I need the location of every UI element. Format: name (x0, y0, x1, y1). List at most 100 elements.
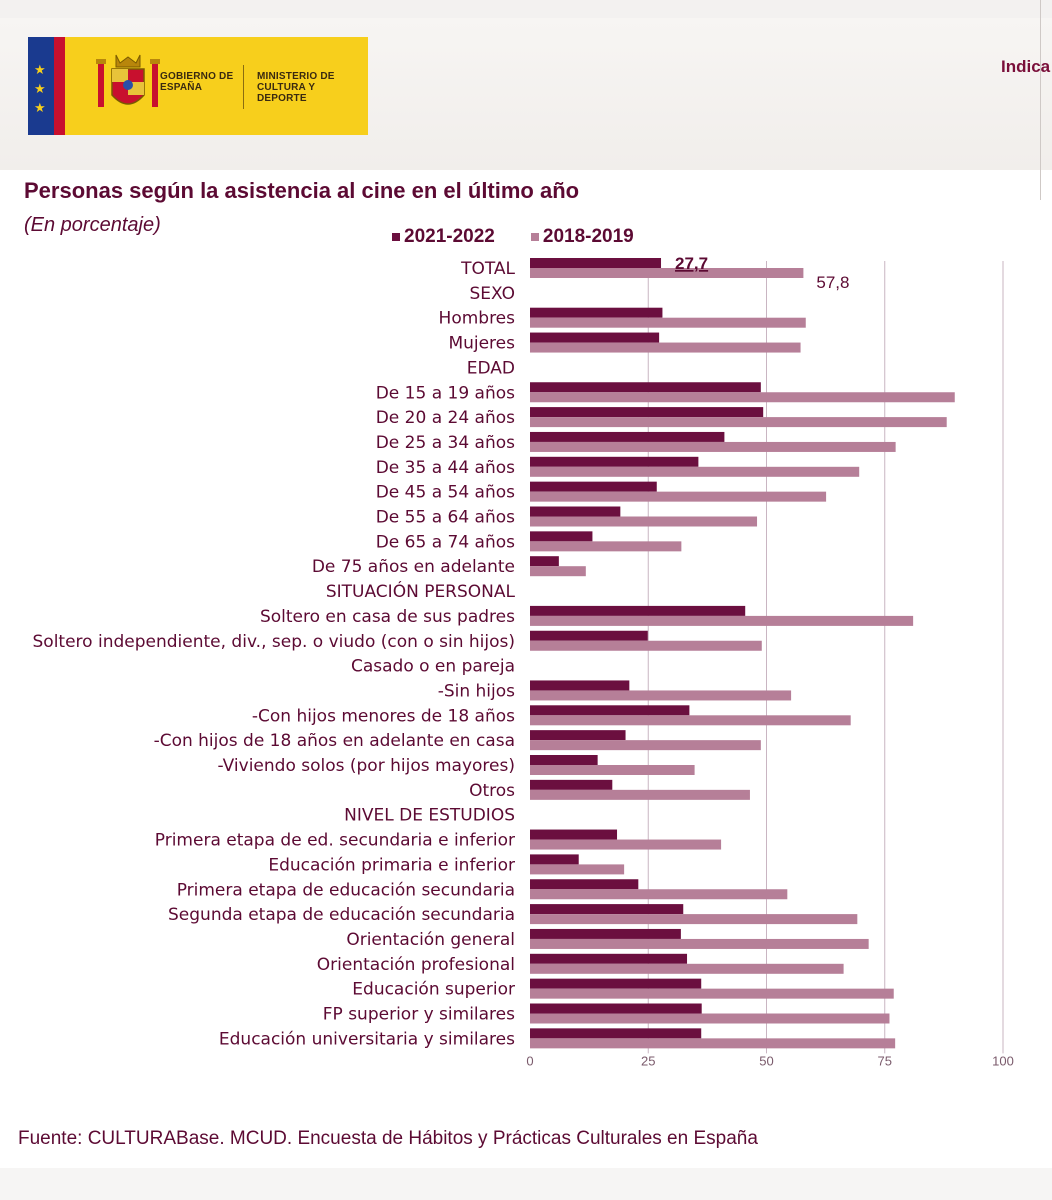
bar-2018-2019 (530, 342, 801, 353)
bar-2021-2022 (530, 1028, 702, 1039)
logo-divider (243, 65, 244, 109)
category-label: Hombres (439, 309, 516, 329)
government-logo[interactable]: ★ ★ ★ GOBIERNO DE ESPAÑA MINISTERIO DE C… (28, 37, 368, 135)
bar-2018-2019 (530, 392, 955, 403)
bar-2021-2022 (530, 779, 613, 790)
legend-item-2018: 2018-2019 (530, 226, 634, 248)
bar-2021-2022 (530, 307, 663, 318)
category-label: Educación primaria e inferior (268, 855, 515, 875)
logo-government-text: GOBIERNO DE ESPAÑA (160, 71, 234, 93)
nav-link-partial[interactable]: Indica (1001, 57, 1051, 76)
x-tick-label: 100 (992, 1053, 1014, 1068)
legend-swatch-2018 (530, 233, 539, 241)
bar-2021-2022 (530, 680, 630, 691)
bar-2018-2019 (530, 765, 695, 775)
category-label: Segunda etapa de educación secundaria (168, 905, 515, 925)
category-label: De 25 a 34 años (376, 433, 515, 453)
star-icon: ★ (34, 81, 46, 96)
x-tick-label: 0 (526, 1053, 533, 1068)
bar-2018-2019 (530, 1038, 896, 1049)
legend-label-2021: 2021-2022 (404, 226, 495, 247)
chart-title: Personas según la asistencia al cine en … (24, 178, 580, 203)
bar-2021-2022 (530, 928, 681, 939)
x-tick-label: 50 (759, 1053, 773, 1068)
bar-2021-2022 (530, 1003, 702, 1014)
bar-2018-2019 (530, 789, 750, 800)
coat-of-arms-icon (96, 54, 160, 107)
bar-2018-2019 (530, 1013, 890, 1024)
bar-2021-2022 (530, 879, 639, 890)
bar-2018-2019 (530, 938, 869, 949)
bar-2018-2019 (530, 690, 792, 701)
category-label: SEXO (470, 284, 515, 304)
category-label: -Con hijos de 18 años en adelante en cas… (154, 731, 515, 751)
x-tick-label: 25 (641, 1053, 655, 1068)
category-label: TOTAL (460, 259, 515, 279)
category-label: Orientación profesional (317, 955, 515, 975)
data-label-total-2021: 27,7 (675, 255, 708, 273)
category-label: De 65 a 74 años (376, 532, 515, 552)
logo-ministry-text: MINISTERIO DE CULTURA Y DEPORTE (257, 71, 335, 104)
category-label: Primera etapa de ed. secundaria e inferi… (155, 831, 515, 851)
bar-2021-2022 (530, 431, 725, 442)
bar-2018-2019 (530, 466, 860, 477)
bar-2021-2022 (530, 556, 559, 567)
top-strip (0, 0, 1052, 19)
bar-2018-2019 (530, 268, 804, 278)
bar-2018-2019 (530, 417, 947, 428)
bar-2021-2022 (530, 829, 618, 840)
category-label: Soltero en casa de sus padres (260, 607, 515, 627)
category-label: De 15 a 19 años (376, 383, 515, 403)
bar-2021-2022 (530, 605, 746, 616)
category-label: Otros (469, 781, 515, 801)
bar-2021-2022 (530, 755, 598, 765)
bar-2018-2019 (530, 640, 762, 651)
category-label: FP superior y similares (323, 1005, 515, 1025)
bar-2018-2019 (530, 491, 827, 502)
eu-flag-strip: ★ ★ ★ (28, 37, 54, 135)
category-label: Mujeres (448, 334, 515, 354)
scrollbar-edge (1040, 0, 1041, 200)
category-label: De 20 a 24 años (376, 408, 515, 428)
star-icon: ★ (34, 100, 46, 115)
data-label-total-2018: 57,8 (816, 273, 849, 292)
bar-2018-2019 (530, 566, 586, 577)
bar-2018-2019 (530, 889, 788, 900)
bar-2021-2022 (530, 730, 626, 741)
bar-2018-2019 (530, 963, 844, 974)
category-label: NIVEL DE ESTUDIOS (344, 806, 515, 826)
legend-item-2021: 2021-2022 (392, 226, 495, 248)
category-label: -Con hijos menores de 18 años (252, 706, 515, 726)
category-label: De 35 a 44 años (376, 458, 515, 478)
category-label: Soltero independiente, div., sep. o viud… (33, 632, 515, 652)
category-label: Primera etapa de educación secundaria (177, 880, 515, 900)
bar-2021-2022 (530, 332, 660, 343)
category-label: Casado o en pareja (351, 657, 515, 677)
bar-chart: 0 25 50 75 100 TOTAL SEXO Hombres Mujeres EDAD De … (33, 255, 1014, 1068)
bar-2021-2022 (530, 854, 579, 865)
bar-2018-2019 (530, 541, 682, 552)
star-icon: ★ (34, 62, 46, 77)
bar-2018-2019 (530, 516, 758, 527)
bar-2018-2019 (530, 914, 858, 925)
category-label: SITUACIÓN PERSONAL (326, 580, 516, 602)
bar-2021-2022 (530, 456, 699, 467)
chart-legend: 2021-2022 2018-2019 (392, 226, 634, 248)
bar-2018-2019 (530, 839, 722, 850)
chart-subtitle: (En porcentaje) (24, 214, 161, 236)
category-label: Educación superior (352, 980, 515, 1000)
bar-2018-2019 (530, 441, 896, 452)
category-label: De 45 a 54 años (376, 483, 515, 503)
bar-2018-2019 (530, 988, 894, 999)
category-label: Educación universitaria y similares (219, 1029, 515, 1049)
legend-label-2018: 2018-2019 (542, 226, 634, 247)
bar-2021-2022 (530, 630, 648, 641)
bar-2021-2022 (530, 407, 764, 418)
bar-2021-2022 (530, 978, 702, 989)
spain-flag-strip (54, 37, 65, 135)
bar-2021-2022 (530, 904, 684, 915)
category-label: EDAD (467, 358, 515, 378)
bar-2018-2019 (530, 317, 806, 328)
legend-swatch-2021 (392, 233, 400, 241)
bar-2021-2022 (530, 506, 621, 517)
